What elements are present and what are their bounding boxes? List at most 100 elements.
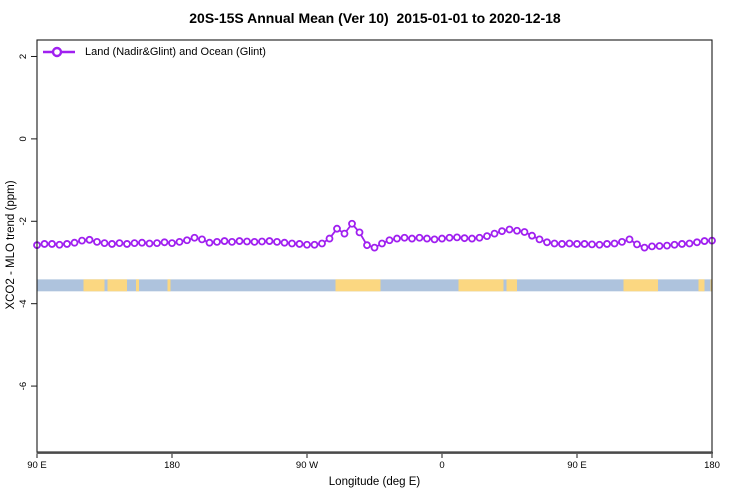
data-point — [63, 240, 71, 248]
data-point — [333, 224, 341, 233]
data-point — [70, 238, 79, 247]
x-tick-label: 180 — [704, 460, 720, 471]
data-point — [498, 227, 506, 236]
data-point — [108, 240, 116, 248]
land-segment — [83, 279, 105, 292]
data-point — [438, 234, 446, 243]
data-point — [220, 237, 229, 245]
data-point — [190, 233, 199, 242]
data-point — [468, 234, 476, 243]
data-point — [265, 237, 274, 245]
data-point — [663, 241, 671, 250]
data-point — [85, 235, 94, 244]
data-point — [325, 234, 334, 243]
data-point — [610, 239, 619, 248]
y-tick-label: -6 — [18, 382, 29, 390]
x-tick-label: 90 E — [567, 460, 587, 471]
data-point — [160, 238, 169, 247]
data-point — [393, 234, 401, 243]
data-point — [648, 242, 656, 251]
data-point — [288, 239, 296, 248]
data-point — [348, 219, 356, 228]
data-point — [123, 240, 131, 248]
data-point — [258, 237, 266, 246]
data-point — [130, 239, 139, 248]
data-point — [445, 233, 454, 242]
data-point — [595, 240, 604, 249]
land-segment — [136, 279, 139, 292]
data-point — [423, 234, 431, 243]
data-point — [565, 239, 574, 248]
data-point — [168, 239, 176, 248]
land-segment — [710, 279, 712, 292]
data-point — [205, 238, 214, 247]
data-point — [273, 237, 281, 246]
data-point — [378, 239, 386, 248]
y-tick-label: 2 — [18, 54, 29, 59]
data-point — [543, 238, 551, 247]
data-point — [558, 240, 566, 248]
data-point — [48, 240, 56, 248]
data-point — [520, 228, 529, 236]
data-point — [93, 237, 101, 246]
land-segment — [623, 279, 658, 292]
data-point — [693, 238, 701, 247]
data-point — [513, 226, 521, 235]
data-point — [138, 238, 146, 247]
x-tick-label: 90 E — [27, 460, 47, 471]
x-tick-label: 180 — [164, 460, 180, 471]
data-point — [250, 237, 259, 246]
data-point — [655, 242, 664, 250]
data-point — [573, 240, 581, 248]
data-point — [670, 240, 679, 249]
data-point — [580, 240, 589, 248]
data-point — [618, 237, 626, 246]
data-point — [295, 240, 304, 248]
data-point — [370, 243, 379, 252]
data-point — [535, 235, 544, 244]
data-point — [603, 240, 611, 248]
data-point — [303, 240, 311, 249]
legend: Land (Nadir&Glint) and Ocean (Glint) — [42, 45, 266, 59]
data-point — [430, 235, 439, 244]
data-point — [363, 241, 371, 250]
chart-title: 20S-15S Annual Mean (Ver 10) 2015-01-01 … — [189, 10, 561, 26]
data-point — [415, 233, 424, 242]
data-point — [483, 232, 491, 241]
data-point — [145, 239, 154, 248]
data-point — [588, 240, 596, 249]
land-segment — [506, 279, 517, 292]
data-point — [318, 239, 326, 248]
data-point — [550, 239, 559, 248]
land-segment — [167, 279, 171, 292]
data-point — [153, 239, 161, 248]
data-point — [475, 233, 484, 242]
x-axis-title: Longitude (deg E) — [328, 476, 421, 488]
data-point — [100, 239, 109, 248]
data-point — [460, 234, 469, 243]
data-point — [280, 238, 289, 247]
data-point — [243, 237, 251, 246]
land-segment — [107, 279, 127, 292]
data-point — [385, 236, 394, 245]
data-series — [33, 219, 716, 252]
data-point — [408, 234, 416, 243]
plot-frame: 90 E 180 90 W 0 90 E 180 2 0 -2 -4 -6 — [18, 39, 720, 471]
data-point — [78, 236, 86, 245]
data-point — [490, 229, 499, 238]
land-segment — [458, 279, 504, 292]
x-tick-label: 0 — [439, 460, 444, 471]
land-segment — [335, 279, 381, 292]
legend-series-marker — [43, 46, 75, 58]
data-point — [685, 239, 694, 248]
data-point — [198, 235, 206, 244]
data-point — [340, 229, 349, 238]
data-point — [505, 225, 514, 234]
data-point — [453, 233, 461, 242]
data-point — [228, 237, 236, 246]
legend-label: Land (Nadir&Glint) and Ocean (Glint) — [85, 46, 266, 58]
data-point — [55, 240, 64, 249]
legend-point-icon — [51, 46, 63, 58]
data-point — [400, 233, 409, 242]
